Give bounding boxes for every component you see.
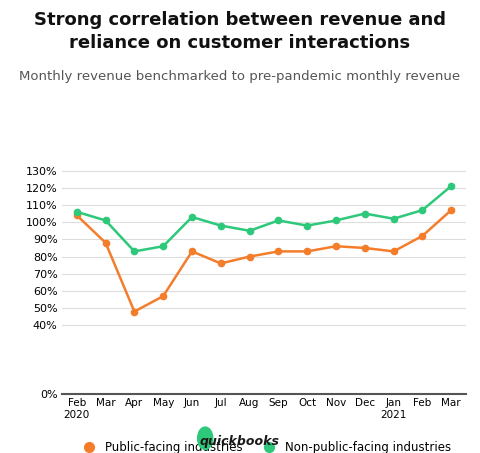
Text: quickbooks: quickbooks xyxy=(200,434,280,448)
Text: Monthly revenue benchmarked to pre-pandemic monthly revenue: Monthly revenue benchmarked to pre-pande… xyxy=(19,70,461,83)
Legend: Public-facing industries, Non-public-facing industries: Public-facing industries, Non-public-fac… xyxy=(72,436,456,453)
Text: Strong correlation between revenue and
reliance on customer interactions: Strong correlation between revenue and r… xyxy=(34,11,446,52)
Circle shape xyxy=(198,427,213,449)
